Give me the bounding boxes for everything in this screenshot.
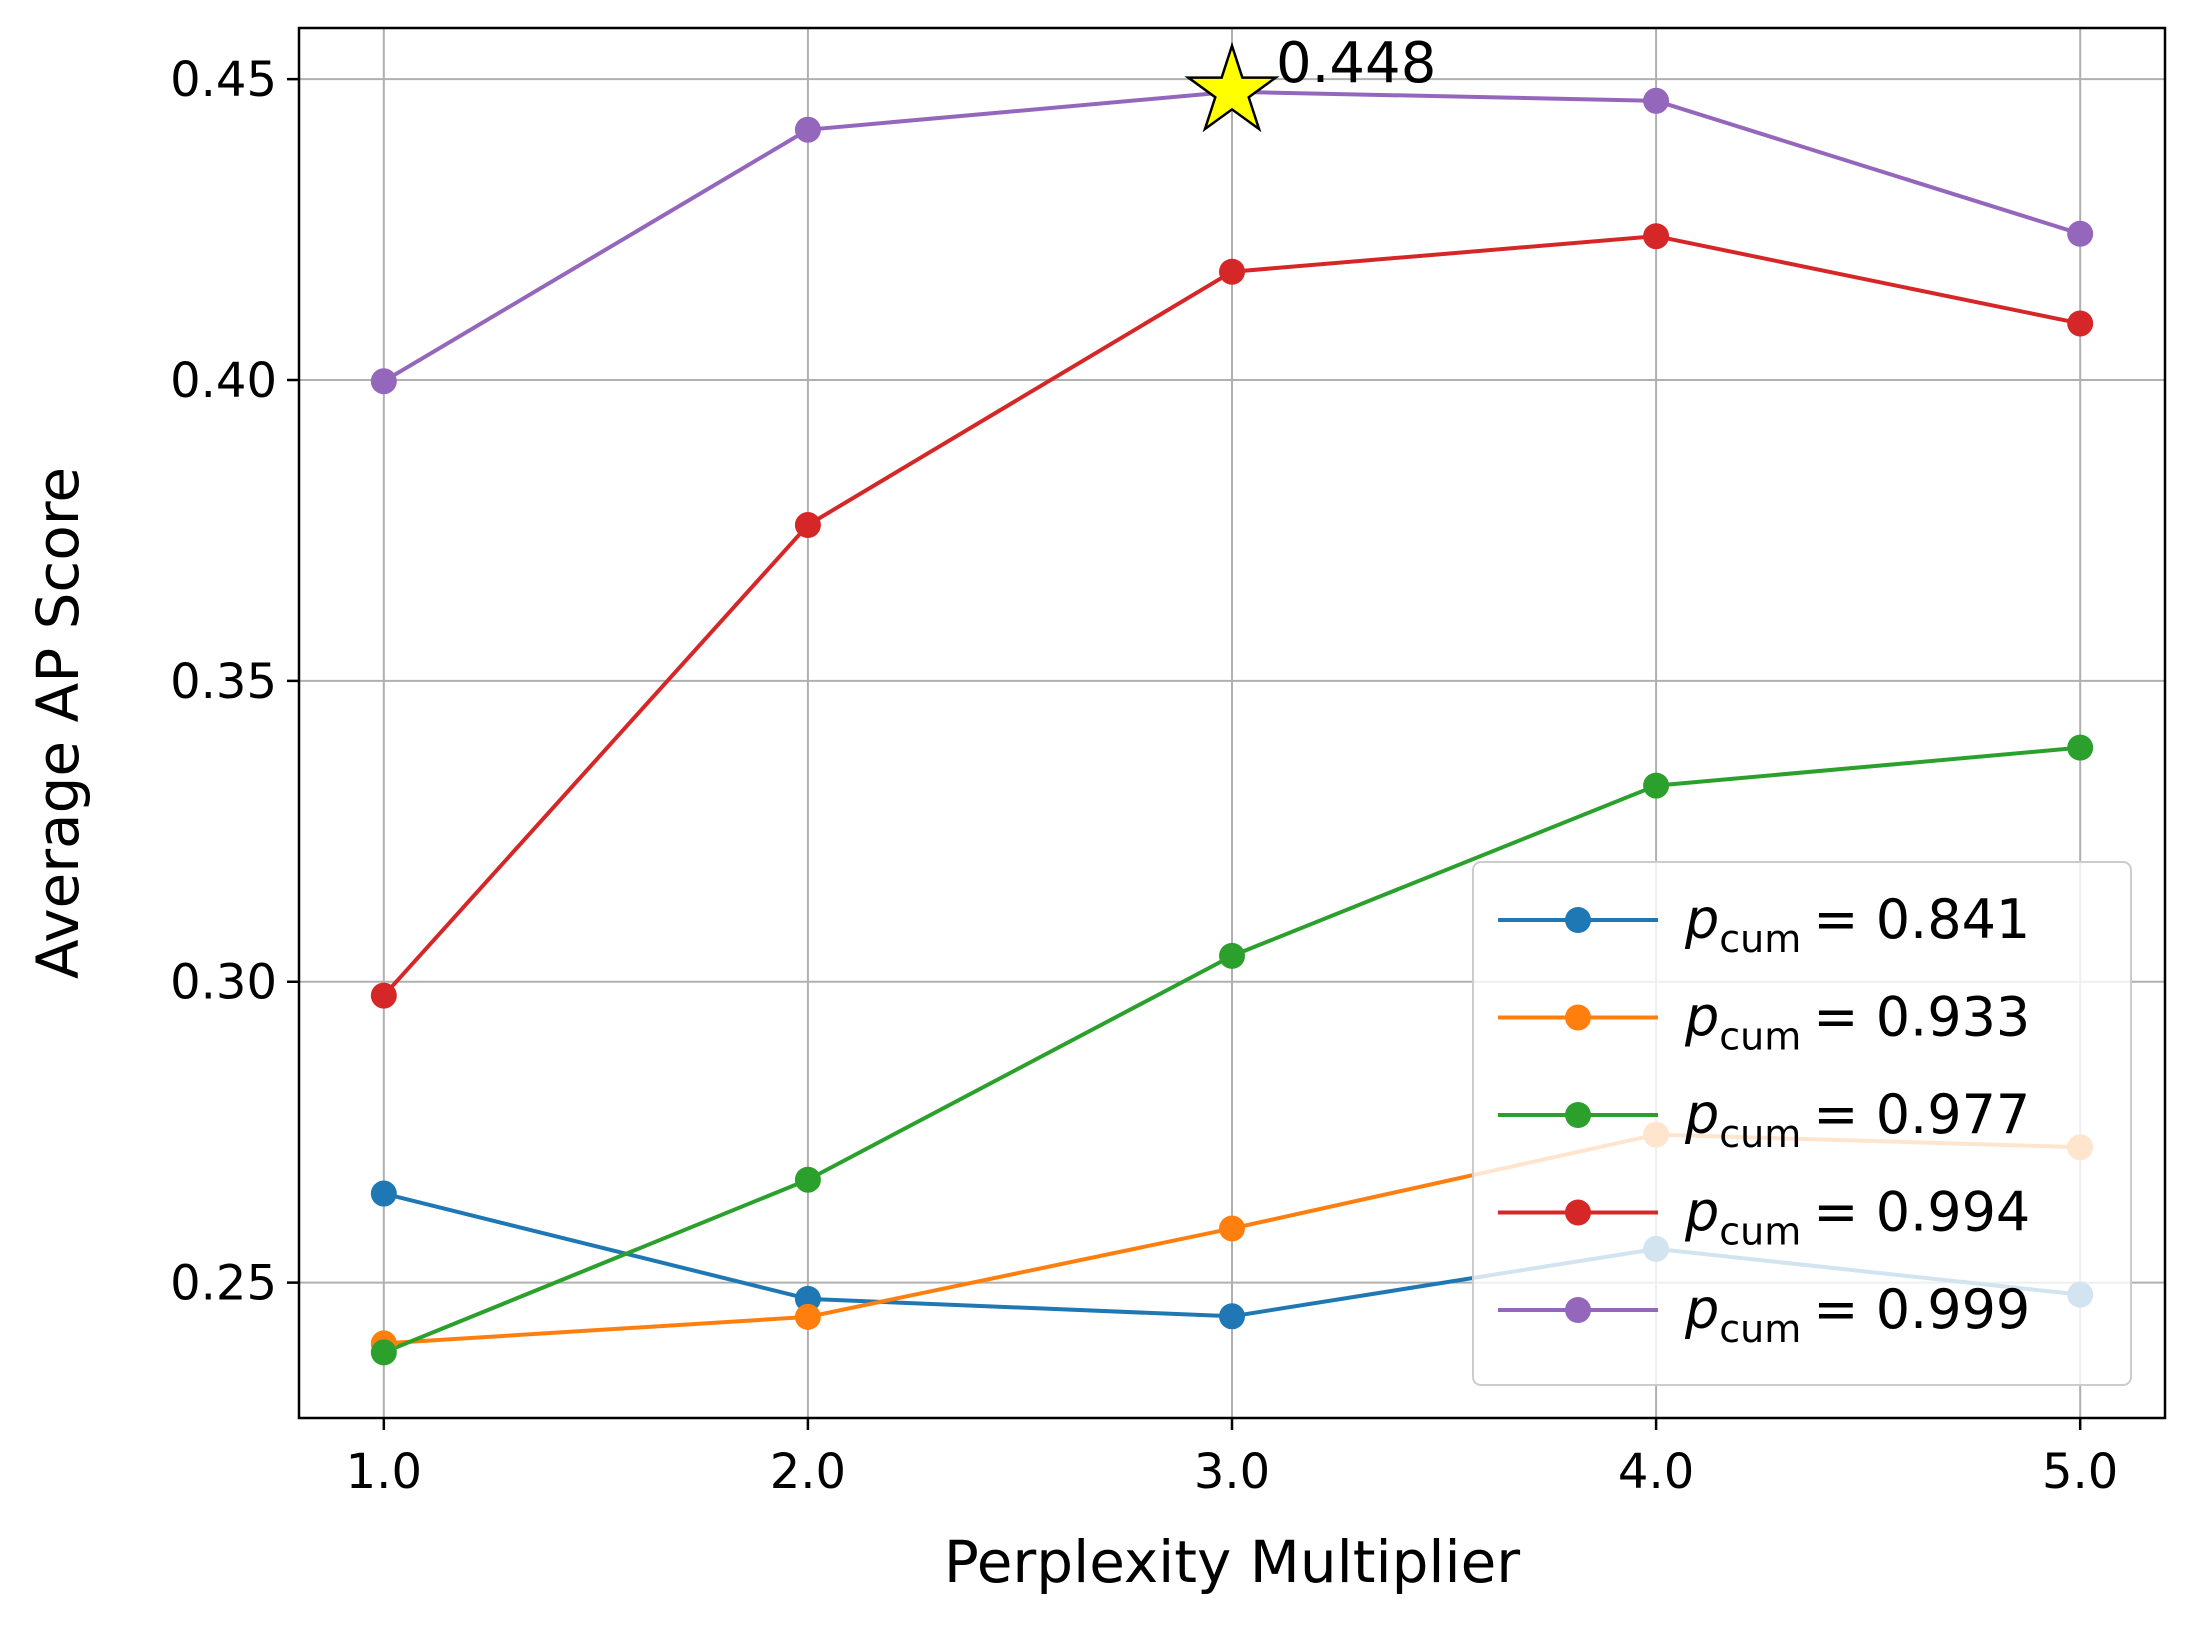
legend-marker [1565,1199,1591,1226]
data-point [1219,942,1245,969]
data-point [794,512,821,539]
legend-value: = 0.841 [1813,888,2030,951]
legend-value: = 0.994 [1813,1181,2030,1244]
legend-item: pcum = 0.977 [1498,1083,2030,1156]
data-point [794,1303,821,1330]
axis-ticks: 1.0 2.0 3.0 4.0 5.0 0.25 0.30 0.35 0.40 0.45 [170,52,2118,1500]
data-point [1643,223,1670,250]
x-tick-label: 5.0 [2042,1444,2118,1500]
data-point [1219,258,1245,285]
legend-symbol: p [1684,1181,1719,1244]
data-point [370,1180,397,1207]
y-tick-label: 0.30 [170,955,277,1011]
legend-value: = 0.977 [1813,1083,2030,1146]
legend-label: pcum = 0.933 [1684,986,2030,1059]
legend-label: pcum = 0.841 [1684,888,2030,961]
data-point [794,1285,821,1312]
data-point [1219,1303,1245,1330]
legend-marker [1565,1297,1591,1323]
legend-subscript: cum [1719,1210,1801,1254]
y-tick-label: 0.45 [170,52,277,108]
data-point [1643,772,1670,799]
legend-item: pcum = 0.841 [1498,888,2030,961]
legend-symbol: p [1684,1083,1719,1146]
best-score-label: 0.448 [1276,31,1436,96]
legend-symbol: p [1684,888,1719,951]
data-point [1643,87,1670,114]
y-axis-title: Average AP Score [24,467,92,979]
legend-value: = 0.933 [1813,986,2030,1049]
data-point [370,982,397,1009]
star-icon [1184,41,1280,133]
legend-label: pcum = 0.977 [1684,1083,2030,1156]
y-tick-label: 0.35 [170,654,277,710]
legend-marker [1565,907,1591,933]
data-point [2067,220,2094,247]
legend-label: pcum = 0.999 [1684,1278,2030,1351]
x-tick-label: 2.0 [770,1444,846,1500]
legend-box [1472,861,2132,1386]
data-point [1219,1215,1245,1242]
legend-value: = 0.999 [1813,1278,2030,1341]
legend-label: pcum = 0.994 [1684,1181,2030,1254]
legend-subscript: cum [1719,917,1801,961]
data-point [2067,310,2094,337]
data-point [370,1339,397,1366]
x-axis-title: Perplexity Multiplier [944,1528,1520,1596]
x-tick-label: 1.0 [346,1444,422,1500]
legend-item: pcum = 0.999 [1498,1278,2030,1351]
legend-marker [1565,1102,1591,1128]
legend-item: pcum = 0.933 [1498,986,2030,1059]
x-tick-label: 3.0 [1194,1444,1270,1500]
legend-subscript: cum [1719,1015,1801,1059]
data-point [370,368,397,395]
data-point [2067,734,2094,761]
legend-subscript: cum [1719,1307,1801,1351]
legend-item: pcum = 0.994 [1498,1181,2030,1254]
data-point [794,116,821,143]
legend-subscript: cum [1719,1112,1801,1156]
legend-marker [1565,1004,1591,1031]
y-tick-label: 0.25 [170,1256,277,1312]
data-point [794,1166,821,1193]
legend-symbol: p [1684,1278,1719,1341]
y-tick-label: 0.40 [170,353,277,409]
best-score-annotation: 0.448 [1184,31,1436,133]
x-tick-label: 4.0 [1618,1444,1694,1500]
legend-symbol: p [1684,986,1719,1049]
